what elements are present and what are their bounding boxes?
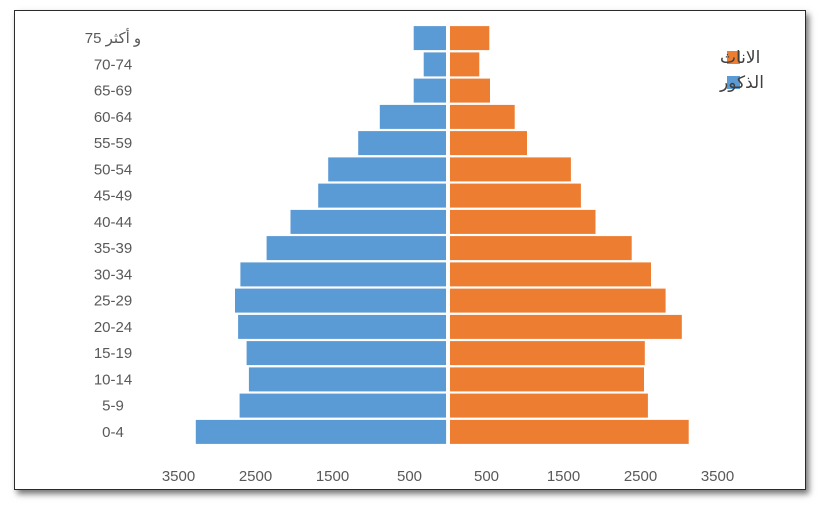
- male-bar-1: [239, 393, 446, 418]
- category-label-14: 70-74: [94, 56, 132, 73]
- category-label-5: 25-29: [94, 293, 132, 310]
- female-bar-2: [450, 367, 644, 392]
- male-bar-8: [290, 209, 446, 234]
- legend-swatch-male: [727, 76, 740, 89]
- category-label-13: 65-69: [94, 83, 132, 100]
- category-label-10: 50-54: [94, 161, 132, 178]
- x-tick-label-1: 2500: [239, 468, 272, 485]
- male-bar-3: [246, 341, 446, 366]
- x-tick-label-2: 1500: [316, 468, 349, 485]
- male-bar-4: [238, 314, 446, 339]
- legend: الاناث الذكور: [719, 48, 764, 93]
- male-bar-13: [413, 78, 446, 103]
- male-bar-7: [266, 236, 446, 261]
- female-bar-0: [450, 419, 689, 444]
- population-pyramid-chart: 0-4 5-9 10-14 15-19 20-24 25-29 30-34 35-39 40-4…: [85, 26, 764, 485]
- category-label-0: 0-4: [102, 424, 124, 441]
- male-bar-0: [195, 419, 447, 444]
- female-bar-5: [450, 288, 666, 313]
- female-bar-6: [450, 262, 651, 287]
- male-bar-2: [248, 367, 446, 392]
- male-bar-6: [240, 262, 446, 287]
- x-tick-label-3: 500: [397, 468, 422, 485]
- female-bar-10: [450, 157, 571, 182]
- female-bar-14: [450, 52, 480, 77]
- x-tick-labels: 3500 2500 1500 500 500 1500 2500 3500: [162, 468, 734, 485]
- category-label-8: 40-44: [94, 214, 132, 231]
- male-bar-14: [423, 52, 446, 77]
- male-bar-11: [358, 131, 446, 156]
- x-tick-label-6: 2500: [624, 468, 657, 485]
- category-label-1: 5-9: [102, 398, 124, 415]
- female-bar-8: [450, 209, 596, 234]
- category-label-11: 55-59: [94, 135, 132, 152]
- category-label-2: 10-14: [94, 371, 132, 388]
- category-label-6: 30-34: [94, 266, 132, 283]
- category-label-7: 35-39: [94, 240, 132, 257]
- female-bar-7: [450, 236, 632, 261]
- x-tick-label-7: 3500: [701, 468, 734, 485]
- bars-group: [195, 26, 689, 444]
- x-tick-label-4: 500: [474, 468, 499, 485]
- female-bar-1: [450, 393, 648, 418]
- category-label-4: 20-24: [94, 319, 132, 336]
- category-label-9: 45-49: [94, 188, 132, 205]
- category-labels: 0-4 5-9 10-14 15-19 20-24 25-29 30-34 35-39 40-4…: [85, 28, 141, 441]
- legend-label-male: الذكور: [719, 73, 764, 93]
- chart-frame: 0-4 5-9 10-14 15-19 20-24 25-29 30-34 35-39 40-4…: [14, 10, 806, 490]
- male-bar-12: [379, 104, 446, 129]
- legend-swatch-female: [727, 51, 740, 64]
- category-label-12: 60-64: [94, 109, 132, 126]
- x-tick-label-0: 3500: [162, 468, 195, 485]
- female-bar-3: [450, 341, 645, 366]
- male-bar-9: [318, 183, 446, 208]
- female-bar-12: [450, 104, 515, 129]
- legend-label-female: الاناث: [720, 48, 760, 68]
- female-bar-9: [450, 183, 581, 208]
- male-bar-10: [328, 157, 446, 182]
- category-label-3: 15-19: [94, 345, 132, 362]
- female-bar-11: [450, 131, 527, 156]
- female-bar-4: [450, 314, 682, 339]
- female-bar-13: [450, 78, 490, 103]
- x-tick-label-5: 1500: [547, 468, 580, 485]
- male-bar-15: [413, 26, 446, 51]
- female-bar-15: [450, 26, 490, 51]
- category-label-15: و أكثر 75: [85, 28, 141, 47]
- male-bar-5: [235, 288, 446, 313]
